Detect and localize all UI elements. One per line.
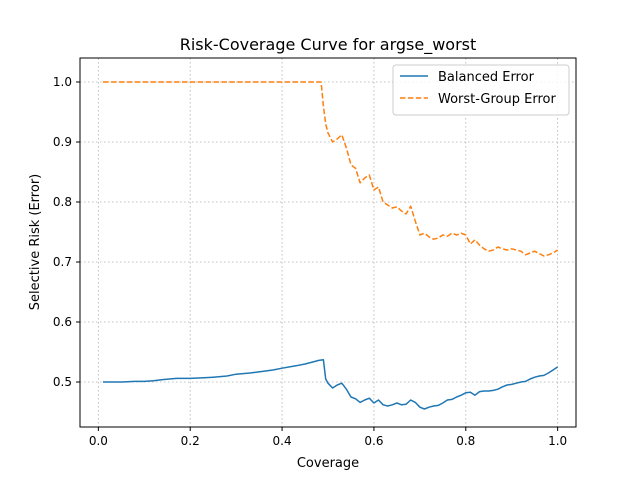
x-axis-ticks: 0.0 0.2 0.4 0.6 0.8 1.0 [89,427,567,448]
y-axis-ticks: 0.5 0.6 0.7 0.8 0.9 1.0 [53,75,80,389]
x-tick-label: 1.0 [548,434,567,448]
legend: Balanced Error Worst-Group Error [392,64,570,116]
y-tick-label: 1.0 [53,75,72,89]
y-axis-label: Selective Risk (Error) [28,174,43,310]
series-layer [103,81,559,410]
y-tick-label: 0.5 [53,375,72,389]
series-line-balanced-error [103,359,559,410]
x-tick-label: 0.4 [273,434,292,448]
series-line-worst-group-error [103,81,559,257]
legend-label-worst-group-error: Worst-Group Error [438,92,556,107]
y-tick-label: 0.7 [53,255,72,269]
x-tick-label: 0.6 [364,434,383,448]
legend-frame [392,64,570,116]
legend-label-balanced-error: Balanced Error [438,70,535,85]
chart-title: Risk-Coverage Curve for argse_worst [180,35,477,55]
x-tick-label: 0.0 [89,434,108,448]
y-tick-label: 0.6 [53,315,72,329]
plot-area-frame [79,57,577,428]
x-tick-label: 0.2 [181,434,200,448]
y-tick-label: 0.9 [53,135,72,149]
y-tick-label: 0.8 [53,195,72,209]
x-axis-label: Coverage [297,456,359,471]
x-tick-label: 0.8 [456,434,475,448]
